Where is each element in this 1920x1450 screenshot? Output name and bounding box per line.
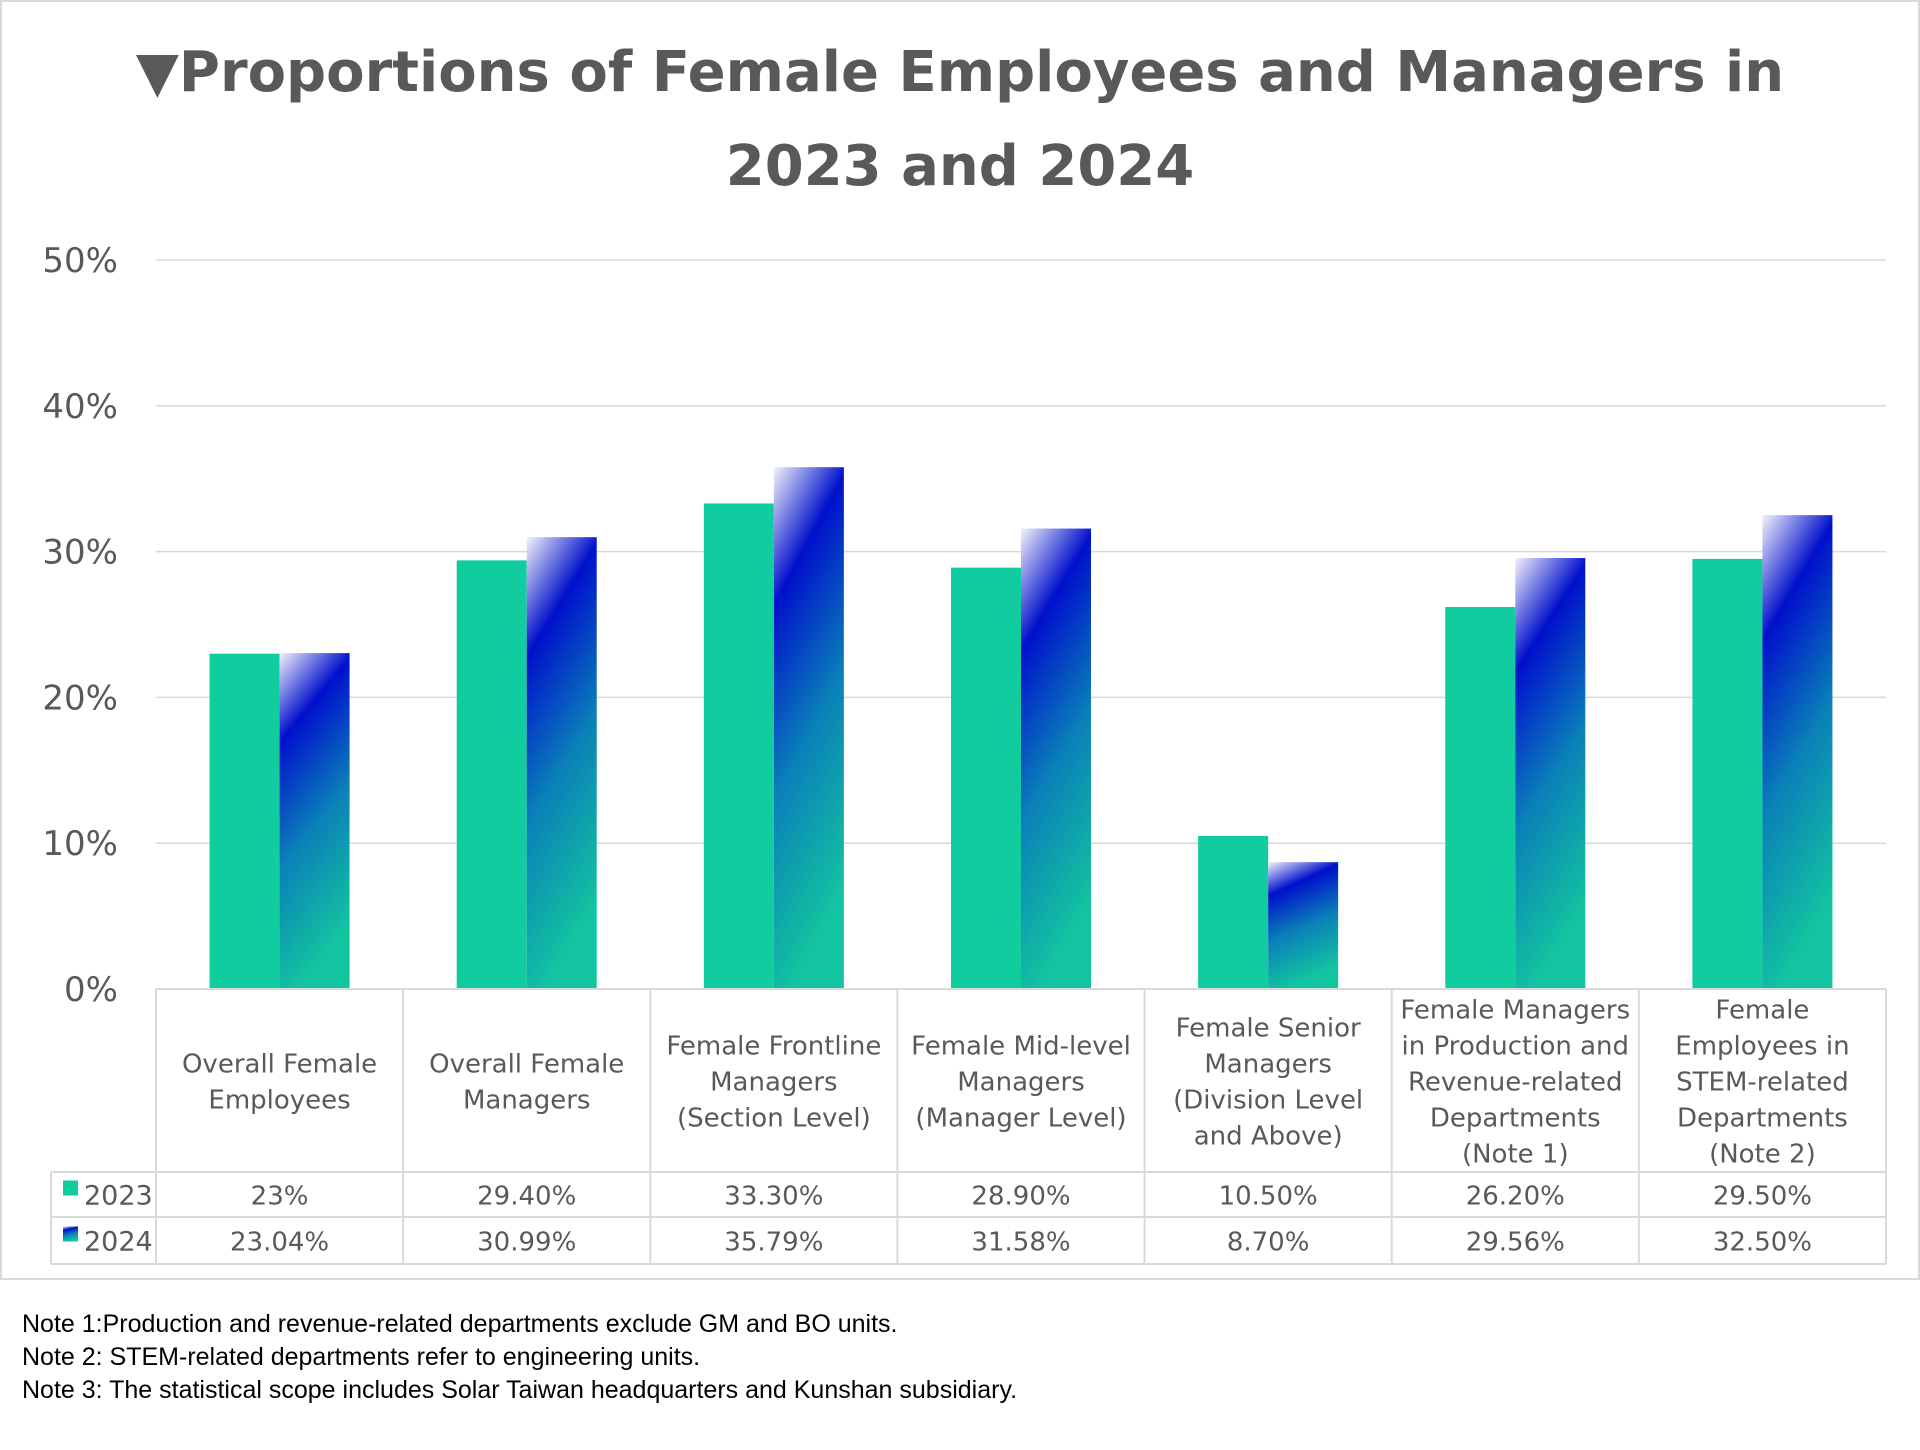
data-value-2024: 35.79%	[724, 1228, 823, 1258]
category-label: Overall Female Managers	[429, 1050, 624, 1116]
notes: Note 1:Production and revenue-related de…	[22, 1308, 1017, 1407]
category-label-line: Overall Female	[182, 1050, 377, 1080]
chart-frame	[0, 0, 1920, 1280]
bar-2024	[1268, 862, 1339, 989]
data-value-2023: 26.20%	[1466, 1182, 1565, 1212]
category-label: Female Managers in Production and Revenue-…	[1400, 996, 1630, 1170]
bar-2024	[279, 653, 350, 989]
bar-2024	[773, 467, 844, 990]
bar-2023	[703, 503, 774, 989]
data-value-2023: 29.50%	[1713, 1182, 1812, 1212]
bar-2024	[1515, 558, 1586, 989]
category-label-line: Revenue-related	[1408, 1068, 1623, 1098]
y-tick-label: 40%	[42, 387, 118, 427]
category-label-line: Employees	[208, 1086, 350, 1116]
bar-2023	[1692, 558, 1763, 989]
category-label-line: Managers	[957, 1068, 1085, 1098]
category-label-line: Overall Female	[429, 1050, 624, 1080]
category-label-line: Female Managers	[1400, 996, 1630, 1026]
note-1: Note 1:Production and revenue-related de…	[22, 1310, 898, 1338]
category-label: Female Senior Managers (Division Level and …	[1173, 1014, 1363, 1152]
bar-2024	[1021, 528, 1091, 989]
legend-label-2023: 2023	[84, 1181, 153, 1212]
data-value-2023: 28.90%	[971, 1182, 1070, 1212]
category-label-line: (Section Level)	[677, 1104, 871, 1134]
category-label-line: Departments	[1677, 1104, 1848, 1134]
bar-2023	[209, 653, 280, 989]
category-label-line: Departments	[1430, 1104, 1601, 1134]
category-label-line: (Note 2)	[1709, 1140, 1816, 1170]
category-label-line: STEM-related	[1676, 1068, 1849, 1098]
bar-2023	[951, 567, 1021, 989]
y-tick-label: 20%	[42, 678, 118, 718]
category-label-line: Female Mid-level	[911, 1032, 1131, 1062]
category-label-line: (Division Level	[1173, 1086, 1363, 1116]
bar-chart: 0% 10% 20% 30% 40% 50% Overall Female Employees…	[42, 241, 1887, 1265]
data-value-2024: 23.04%	[230, 1228, 329, 1258]
chart-title-line2: 2023 and 2024	[725, 134, 1195, 199]
bar-2023	[1445, 607, 1516, 989]
data-value-2023: 29.40%	[477, 1182, 576, 1212]
data-value-2024: 29.56%	[1466, 1228, 1565, 1258]
data-value-2023: 23%	[251, 1182, 309, 1212]
category-label-line: (Manager Level)	[915, 1104, 1126, 1134]
category-label: Female Mid-level Managers (Manager Level)	[911, 1032, 1131, 1134]
category-label-line: Female	[1715, 996, 1809, 1026]
chart-title-line1: ▼Proportions of Female Employees and Man…	[135, 40, 1785, 105]
data-value-2024: 8.70%	[1227, 1228, 1310, 1258]
y-tick-label: 0%	[64, 970, 118, 1010]
data-value-2024: 30.99%	[477, 1228, 576, 1258]
bar-2023	[456, 560, 527, 989]
note-3: Note 3: The statistical scope includes S…	[22, 1376, 1018, 1404]
bar-2024	[1762, 515, 1833, 989]
category-label-line: Female Frontline	[666, 1032, 881, 1062]
category-label-line: Managers	[710, 1068, 838, 1098]
y-tick-label: 50%	[42, 241, 118, 281]
bar-2024	[526, 537, 597, 989]
bar-2023	[1198, 835, 1269, 989]
category-label-line: Managers	[1204, 1050, 1332, 1080]
category-label-line: Female Senior	[1176, 1014, 1361, 1044]
category-label-line: (Note 1)	[1462, 1140, 1569, 1170]
data-value-2024: 32.50%	[1713, 1228, 1812, 1258]
category-label: Female Frontline Managers (Section Level)	[666, 1032, 881, 1134]
legend-label-2024: 2024	[84, 1227, 153, 1258]
data-value-2023: 10.50%	[1219, 1182, 1318, 1212]
category-label-line: and Above)	[1194, 1122, 1343, 1152]
y-tick-label: 10%	[42, 824, 118, 864]
category-label-line: Employees in	[1675, 1032, 1849, 1062]
data-value-2024: 31.58%	[971, 1228, 1070, 1258]
note-2: Note 2: STEM-related departments refer t…	[22, 1343, 701, 1371]
category-label-line: in Production and	[1402, 1032, 1629, 1062]
legend-swatch-2023	[63, 1180, 78, 1196]
y-tick-label: 30%	[42, 533, 118, 573]
category-label: Female Employees in STEM-related Department…	[1675, 996, 1849, 1170]
category-label: Overall Female Employees	[182, 1050, 377, 1116]
legend-swatch-2024	[63, 1226, 78, 1242]
data-value-2023: 33.30%	[724, 1182, 823, 1212]
category-label-line: Managers	[463, 1086, 591, 1116]
